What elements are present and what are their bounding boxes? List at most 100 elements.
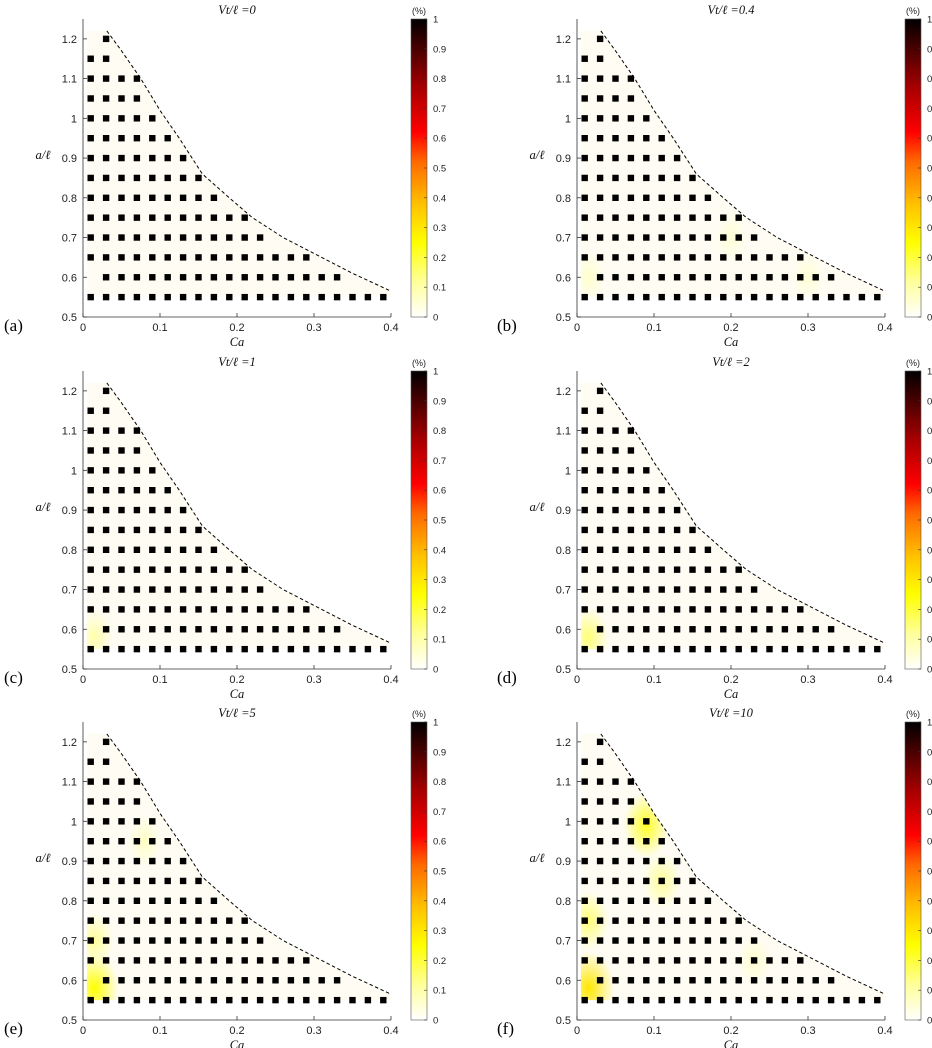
grid-point	[735, 586, 742, 593]
grid-point	[195, 214, 202, 221]
grid-point	[210, 194, 218, 201]
grid-point	[149, 626, 156, 633]
grid-point	[87, 467, 94, 474]
grid-point	[179, 194, 187, 201]
grid-point	[118, 957, 125, 964]
grid-point	[720, 626, 727, 633]
grid-point	[658, 937, 665, 944]
grid-point	[287, 254, 295, 261]
grid-point	[673, 154, 681, 162]
grid-point	[781, 996, 789, 1004]
grid-point	[256, 626, 264, 633]
grid-point	[102, 254, 110, 261]
grid-point	[102, 95, 110, 102]
grid-point	[287, 977, 295, 984]
grid-point	[673, 214, 681, 221]
grid-point	[87, 95, 94, 102]
colorbar-tick-label: 0.5	[433, 164, 446, 175]
grid-point	[704, 566, 712, 573]
grid-point	[673, 937, 681, 944]
grid-point	[673, 645, 681, 653]
grid-point	[612, 447, 619, 454]
grid-point	[627, 586, 635, 593]
grid-point	[102, 487, 110, 494]
grid-point	[241, 234, 248, 241]
colorbar-tick-label: 1	[433, 367, 438, 378]
grid-point	[766, 254, 773, 261]
grid-point	[612, 838, 619, 845]
grid-point	[102, 877, 110, 885]
grid-point	[210, 996, 218, 1004]
grid-point	[720, 234, 727, 241]
x-tick-label: 0.1	[646, 322, 661, 334]
grid-point	[612, 487, 619, 494]
grid-point	[102, 917, 110, 924]
grid-point	[581, 566, 588, 573]
grid-point	[689, 194, 696, 201]
x-axis-label: Ca	[230, 335, 245, 349]
grid-point	[689, 566, 696, 573]
grid-point	[133, 487, 141, 494]
grid-point	[612, 95, 619, 102]
grid-point	[102, 626, 110, 633]
grid-point	[118, 645, 125, 653]
grid-point	[612, 194, 619, 201]
grid-point	[256, 996, 264, 1004]
grid-point	[720, 645, 727, 653]
grid-point	[704, 645, 712, 653]
x-tick-label: 0.1	[152, 674, 167, 686]
grid-point	[210, 937, 218, 944]
grid-point	[364, 293, 372, 301]
grid-point	[195, 293, 202, 301]
colorbar-tick-label: 0.9	[927, 44, 932, 55]
grid-point	[303, 645, 310, 653]
grid-point	[704, 917, 712, 924]
grid-point	[673, 174, 681, 182]
grid-point	[797, 996, 804, 1004]
grid-point	[102, 35, 110, 43]
grid-point	[87, 75, 94, 82]
grid-point	[627, 467, 635, 474]
grid-point	[87, 546, 94, 553]
grid-point	[195, 526, 202, 534]
y-tick-label: 1.2	[556, 737, 571, 749]
grid-point	[643, 917, 650, 924]
grid-point	[226, 566, 233, 573]
grid-point	[102, 645, 110, 653]
grid-point	[658, 506, 665, 514]
grid-point	[750, 977, 758, 984]
grid-point	[118, 546, 125, 553]
grid-point	[704, 234, 712, 241]
grid-point	[133, 778, 141, 785]
panel-label: (d)	[497, 668, 517, 687]
grid-point	[149, 115, 156, 122]
grid-point	[179, 606, 187, 613]
grid-point	[118, 467, 125, 474]
grid-point	[581, 194, 588, 201]
grid-point	[149, 293, 156, 301]
grid-point	[256, 606, 264, 613]
y-tick-label: 0.8	[556, 896, 571, 908]
grid-point	[797, 293, 804, 301]
grid-point	[303, 996, 310, 1004]
grid-point	[581, 174, 588, 182]
grid-point	[658, 526, 665, 534]
y-tick-label: 0.5	[556, 1015, 571, 1027]
grid-point	[149, 977, 156, 984]
grid-point	[596, 75, 604, 82]
heatmap-hotspot	[86, 912, 114, 969]
grid-point	[689, 254, 696, 261]
grid-point	[735, 566, 742, 573]
grid-point	[596, 293, 604, 301]
grid-point	[102, 75, 110, 82]
grid-point	[333, 293, 341, 301]
grid-point	[179, 957, 187, 964]
grid-point	[118, 838, 125, 845]
y-tick-label: 1.1	[62, 74, 77, 86]
grid-point	[627, 487, 635, 494]
grid-point	[596, 214, 604, 221]
y-tick-label: 0.7	[62, 936, 77, 948]
grid-point	[658, 838, 665, 845]
y-tick-label: 1.2	[62, 386, 77, 398]
panel-label: (c)	[4, 668, 23, 687]
